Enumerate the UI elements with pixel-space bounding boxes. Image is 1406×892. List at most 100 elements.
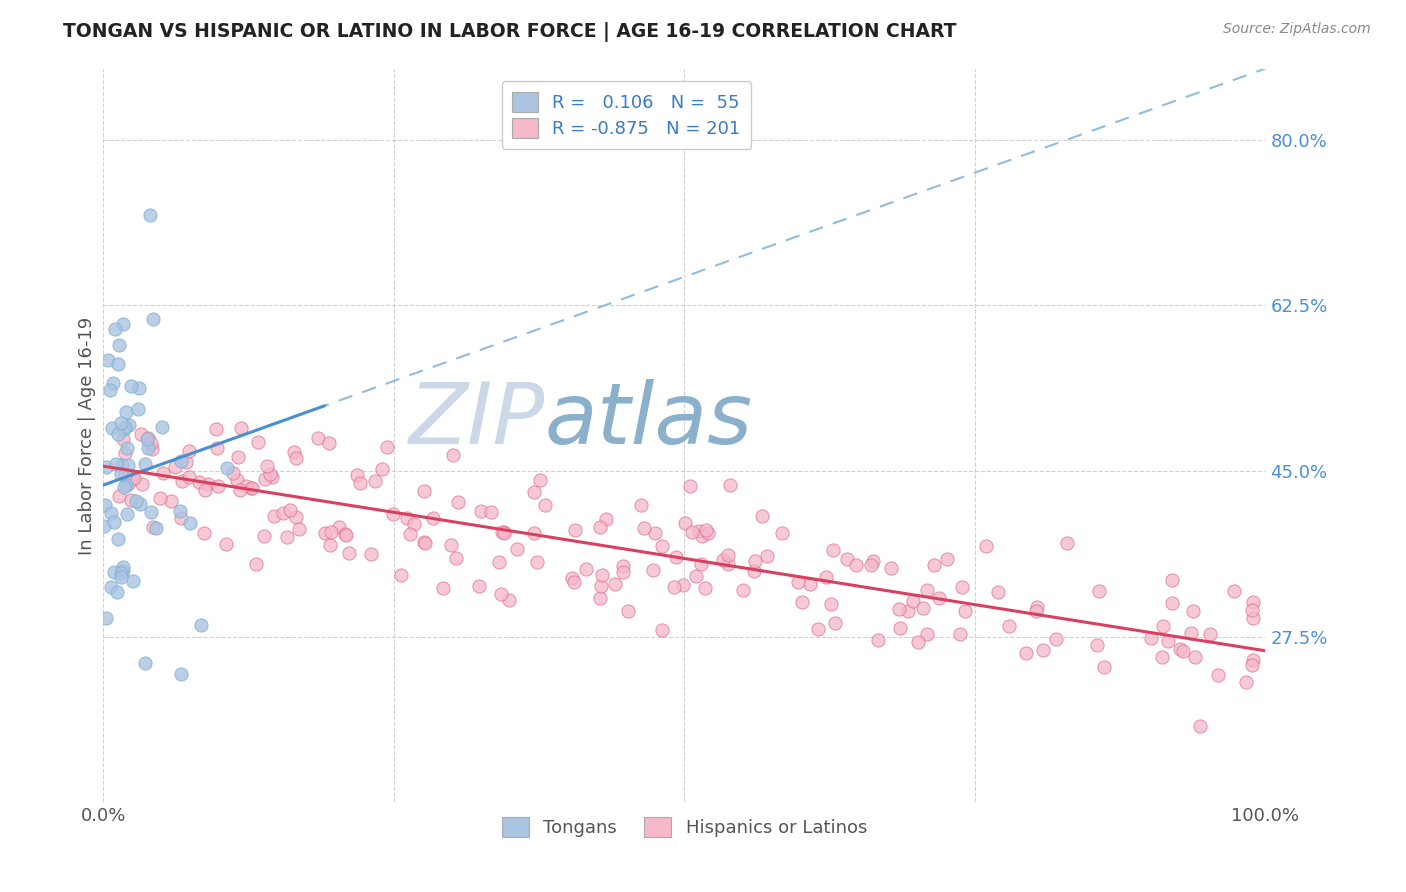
Point bbox=[1223, 583, 1246, 598]
Point bbox=[824, 616, 846, 631]
Point bbox=[335, 527, 357, 541]
Point bbox=[949, 627, 972, 641]
Point bbox=[835, 552, 858, 566]
Point bbox=[160, 493, 183, 508]
Point bbox=[139, 435, 162, 450]
Point bbox=[662, 581, 685, 595]
Point bbox=[1240, 602, 1263, 616]
Point bbox=[697, 526, 720, 541]
Point bbox=[912, 601, 935, 615]
Point bbox=[141, 442, 163, 457]
Point bbox=[104, 458, 127, 472]
Point bbox=[97, 353, 120, 368]
Point bbox=[974, 539, 997, 553]
Point bbox=[152, 466, 174, 480]
Point bbox=[318, 435, 340, 450]
Point bbox=[136, 431, 159, 445]
Point bbox=[349, 476, 371, 491]
Point bbox=[1199, 627, 1222, 641]
Point bbox=[371, 462, 394, 476]
Point bbox=[148, 491, 170, 505]
Point bbox=[468, 579, 491, 593]
Point bbox=[260, 470, 283, 484]
Point bbox=[695, 523, 717, 537]
Point bbox=[94, 611, 117, 625]
Point bbox=[389, 568, 412, 582]
Point bbox=[1184, 649, 1206, 664]
Point bbox=[215, 537, 238, 551]
Point bbox=[110, 416, 132, 430]
Point bbox=[319, 538, 342, 552]
Point bbox=[110, 566, 132, 581]
Point bbox=[589, 579, 612, 593]
Point bbox=[887, 601, 910, 615]
Point bbox=[413, 483, 436, 498]
Point bbox=[1088, 583, 1111, 598]
Point bbox=[188, 475, 211, 490]
Point bbox=[174, 455, 197, 469]
Point bbox=[120, 378, 142, 392]
Point bbox=[256, 458, 278, 473]
Point bbox=[845, 558, 868, 572]
Point bbox=[229, 421, 252, 435]
Point bbox=[681, 524, 703, 539]
Point bbox=[207, 478, 229, 492]
Point bbox=[1087, 638, 1109, 652]
Point bbox=[413, 534, 436, 549]
Point bbox=[444, 551, 467, 566]
Point bbox=[644, 526, 666, 541]
Point bbox=[122, 574, 145, 588]
Point bbox=[131, 477, 153, 491]
Point bbox=[170, 511, 193, 525]
Point bbox=[122, 471, 145, 485]
Point bbox=[907, 635, 929, 649]
Point bbox=[115, 405, 138, 419]
Point bbox=[100, 580, 122, 594]
Point bbox=[190, 617, 212, 632]
Point bbox=[107, 584, 129, 599]
Point bbox=[679, 479, 702, 493]
Point bbox=[820, 597, 842, 611]
Point bbox=[375, 440, 398, 454]
Point bbox=[799, 577, 821, 591]
Point bbox=[253, 529, 276, 543]
Point bbox=[259, 467, 281, 481]
Point bbox=[1014, 646, 1036, 660]
Point bbox=[498, 593, 520, 607]
Point bbox=[744, 565, 766, 579]
Text: Source: ZipAtlas.com: Source: ZipAtlas.com bbox=[1223, 22, 1371, 37]
Point bbox=[98, 383, 121, 397]
Point bbox=[104, 322, 127, 336]
Point bbox=[364, 475, 387, 489]
Point bbox=[337, 546, 360, 560]
Point bbox=[1206, 668, 1229, 682]
Legend: Tongans, Hispanics or Latinos: Tongans, Hispanics or Latinos bbox=[495, 810, 875, 845]
Point bbox=[217, 461, 239, 475]
Point bbox=[717, 548, 740, 562]
Point bbox=[562, 574, 585, 589]
Point bbox=[790, 595, 813, 609]
Point bbox=[786, 574, 808, 589]
Point bbox=[170, 453, 193, 467]
Point bbox=[111, 564, 134, 578]
Point bbox=[134, 656, 156, 670]
Point bbox=[138, 208, 160, 222]
Point bbox=[110, 570, 132, 584]
Point bbox=[108, 489, 131, 503]
Point bbox=[285, 451, 308, 466]
Point bbox=[107, 532, 129, 546]
Point bbox=[689, 557, 711, 571]
Point bbox=[685, 569, 707, 583]
Point bbox=[807, 622, 830, 636]
Point bbox=[564, 523, 586, 537]
Point bbox=[225, 473, 247, 487]
Point bbox=[595, 512, 617, 526]
Point bbox=[1160, 596, 1182, 610]
Point bbox=[862, 554, 884, 568]
Point bbox=[207, 441, 229, 455]
Point bbox=[533, 499, 555, 513]
Point bbox=[114, 446, 136, 460]
Point bbox=[617, 604, 640, 618]
Point bbox=[404, 516, 426, 531]
Point bbox=[491, 587, 513, 601]
